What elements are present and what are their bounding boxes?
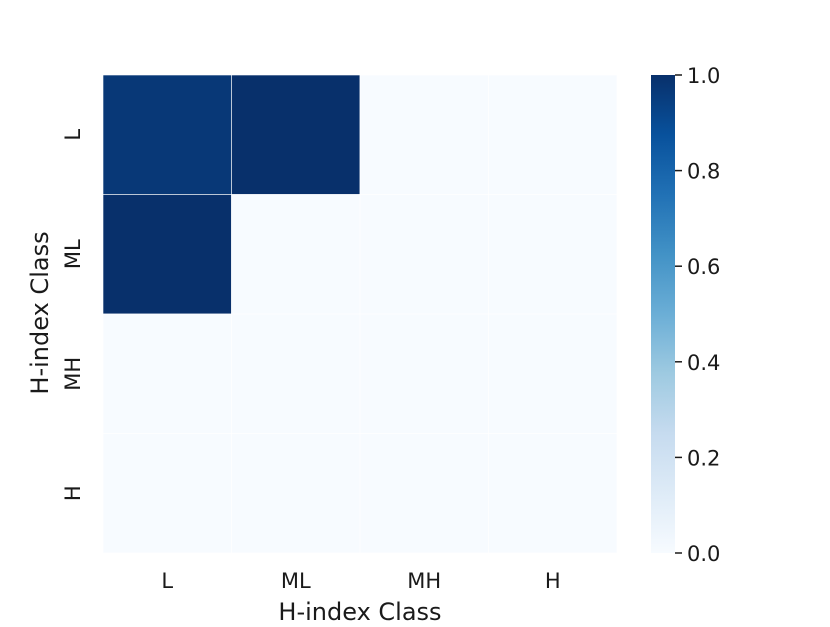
y-tick-label: H bbox=[61, 485, 85, 501]
heatmap-cell-L-H bbox=[488, 74, 618, 195]
x-tick-label: MH bbox=[407, 569, 441, 593]
colorbar bbox=[651, 75, 675, 553]
colorbar-tick-label: 0.8 bbox=[687, 160, 720, 184]
y-tick-labels: L ML MH H bbox=[61, 129, 85, 502]
heatmap-cell-ML-ML bbox=[231, 194, 361, 315]
y-axis-label: H-index Class bbox=[26, 231, 54, 394]
heatmap-cell-H-MH bbox=[359, 433, 489, 554]
heatmap-cell-MH-ML bbox=[231, 313, 361, 434]
heatmap-cell-L-L bbox=[102, 74, 232, 195]
heatmap-cell-MH-L bbox=[102, 313, 232, 434]
x-tick-labels: L ML MH H bbox=[161, 569, 560, 593]
heatmap-cell-ML-MH bbox=[359, 194, 489, 315]
colorbar-tick-label: 0.6 bbox=[687, 255, 720, 279]
heatmap-cell-MH-MH bbox=[359, 313, 489, 434]
y-tick-label: ML bbox=[61, 239, 85, 269]
heatmap-cells bbox=[102, 74, 618, 554]
colorbar-ticks: 0.0 0.2 0.4 0.6 0.8 1.0 bbox=[675, 64, 720, 566]
colorbar-tick-label: 0.4 bbox=[687, 351, 720, 375]
y-tick-label: L bbox=[61, 129, 85, 141]
y-tick-label: MH bbox=[61, 357, 85, 391]
x-tick-label: L bbox=[161, 569, 173, 593]
heatmap-cell-ML-H bbox=[488, 194, 618, 315]
colorbar-tick-label: 0.0 bbox=[687, 542, 720, 566]
heatmap-cell-MH-H bbox=[488, 313, 618, 434]
x-tick-label: H bbox=[545, 569, 561, 593]
heatmap-cell-H-ML bbox=[231, 433, 361, 554]
heatmap-cell-ML-L bbox=[102, 194, 232, 315]
x-axis-label: H-index Class bbox=[278, 598, 441, 623]
heatmap-cell-L-MH bbox=[359, 74, 489, 195]
heatmap-cell-H-L bbox=[102, 433, 232, 554]
colorbar-tick-label: 1.0 bbox=[687, 64, 720, 88]
colorbar-tick-label: 0.2 bbox=[687, 446, 720, 470]
heatmap-cell-H-H bbox=[488, 433, 618, 554]
x-tick-label: ML bbox=[281, 569, 311, 593]
heatmap-cell-L-ML bbox=[231, 74, 361, 195]
